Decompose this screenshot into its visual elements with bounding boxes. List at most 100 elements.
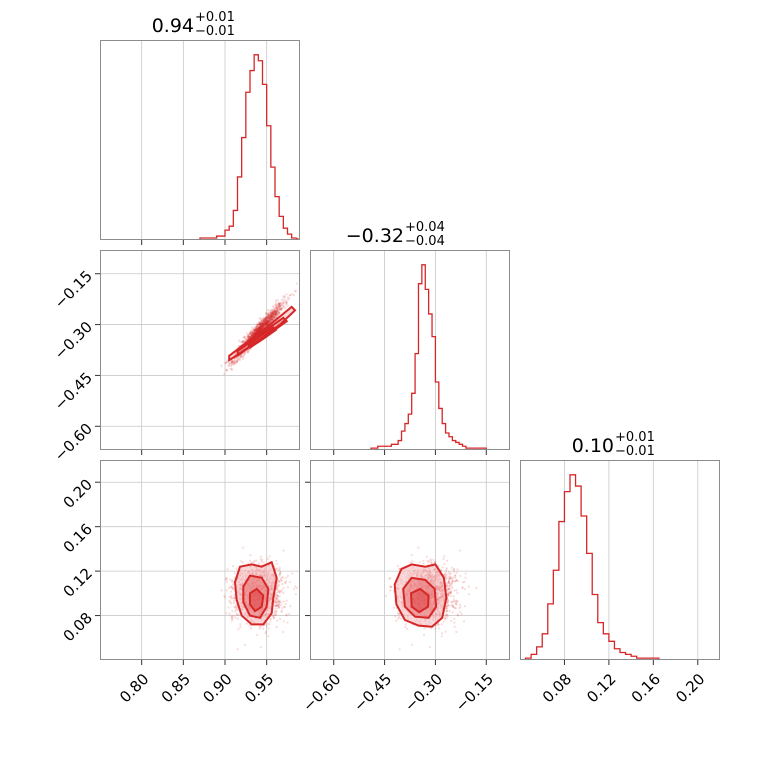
sample-point bbox=[261, 321, 264, 324]
sample-point bbox=[282, 299, 285, 302]
sample-point bbox=[273, 600, 277, 603]
sample-point bbox=[260, 327, 264, 330]
sample-point bbox=[279, 308, 282, 311]
sample-point bbox=[232, 362, 235, 365]
sample-point bbox=[278, 304, 282, 307]
sample-point bbox=[248, 349, 251, 352]
sample-point bbox=[230, 594, 233, 597]
sample-point bbox=[261, 325, 264, 329]
sample-point bbox=[231, 587, 234, 590]
sample-point bbox=[237, 357, 240, 361]
sample-point bbox=[261, 320, 264, 323]
sample-point bbox=[435, 624, 438, 627]
sample-point bbox=[265, 320, 269, 324]
sample-point bbox=[443, 573, 447, 576]
sample-point bbox=[224, 596, 227, 599]
sample-point bbox=[443, 618, 447, 621]
sample-point bbox=[418, 561, 421, 564]
sample-point bbox=[282, 587, 285, 590]
sample-point bbox=[448, 587, 452, 591]
sample-point bbox=[258, 320, 261, 324]
sample-point bbox=[277, 304, 280, 307]
sample-point bbox=[269, 318, 272, 321]
sample-point bbox=[264, 321, 268, 324]
sample-point bbox=[446, 601, 449, 604]
sample-point bbox=[277, 312, 280, 315]
sample-point bbox=[259, 320, 262, 323]
sample-point bbox=[250, 335, 253, 338]
sample-point bbox=[262, 326, 265, 329]
histogram-param-1 bbox=[310, 264, 510, 450]
grid-1-0 bbox=[100, 250, 300, 450]
sample-point bbox=[455, 578, 459, 582]
sample-point bbox=[255, 327, 258, 330]
y-tick-label: −0.45 bbox=[51, 369, 96, 414]
sample-point bbox=[452, 605, 455, 609]
sample-point bbox=[275, 596, 278, 599]
sample-point bbox=[261, 325, 264, 328]
sample-point bbox=[278, 568, 281, 571]
grid-2-2 bbox=[564, 460, 699, 660]
sample-point bbox=[275, 625, 278, 628]
sample-point bbox=[459, 610, 462, 613]
sample-point bbox=[269, 309, 272, 312]
sample-point bbox=[236, 648, 239, 651]
sample-point bbox=[447, 571, 450, 574]
sample-point bbox=[453, 589, 456, 592]
sample-point bbox=[246, 337, 250, 340]
sample-point bbox=[461, 581, 465, 584]
sample-point bbox=[255, 330, 258, 333]
sample-point bbox=[258, 321, 261, 324]
sample-point bbox=[261, 324, 264, 327]
sample-point bbox=[263, 317, 266, 321]
sample-point bbox=[255, 331, 258, 334]
sample-point bbox=[446, 594, 449, 597]
sample-point bbox=[276, 306, 279, 309]
sample-point bbox=[278, 303, 281, 307]
sample-point bbox=[267, 315, 270, 318]
sample-point bbox=[234, 610, 237, 613]
sample-point bbox=[277, 600, 281, 603]
sample-point bbox=[275, 312, 278, 316]
sample-point bbox=[258, 323, 261, 326]
sample-point bbox=[256, 328, 259, 331]
sample-point bbox=[275, 609, 278, 613]
sample-point bbox=[284, 306, 287, 310]
sample-point bbox=[234, 605, 237, 608]
sample-point bbox=[275, 307, 278, 310]
sample-point bbox=[274, 299, 278, 302]
sample-point bbox=[438, 627, 441, 630]
sample-point bbox=[274, 314, 277, 317]
sample-point bbox=[449, 572, 452, 575]
sample-point bbox=[286, 296, 289, 299]
sample-point bbox=[275, 587, 278, 590]
sample-point bbox=[269, 314, 272, 317]
sample-point bbox=[451, 604, 454, 607]
sample-point bbox=[448, 582, 451, 585]
sample-point bbox=[279, 307, 283, 310]
sample-point bbox=[233, 572, 236, 575]
sample-point bbox=[453, 599, 456, 603]
sample-point bbox=[437, 623, 440, 627]
param-title-1: −0.32 +0.04−0.04 bbox=[346, 220, 445, 249]
sample-point bbox=[433, 561, 436, 564]
sample-point bbox=[270, 314, 273, 317]
sample-point bbox=[262, 323, 266, 326]
sample-point bbox=[447, 600, 450, 603]
sample-point bbox=[295, 282, 299, 285]
sample-point bbox=[249, 553, 252, 557]
sample-point bbox=[264, 323, 267, 326]
sample-point bbox=[257, 330, 260, 333]
sample-point bbox=[254, 332, 257, 335]
sample-point bbox=[259, 323, 262, 326]
sample-point bbox=[269, 315, 272, 318]
y-tick-label: −0.60 bbox=[51, 420, 96, 465]
sample-point bbox=[253, 333, 256, 336]
sample-point bbox=[275, 598, 278, 601]
sample-point bbox=[243, 336, 246, 339]
sample-point bbox=[271, 315, 275, 319]
sample-point bbox=[275, 611, 278, 614]
sample-point bbox=[278, 305, 281, 308]
sample-point bbox=[455, 630, 458, 634]
sample-point bbox=[268, 312, 272, 315]
